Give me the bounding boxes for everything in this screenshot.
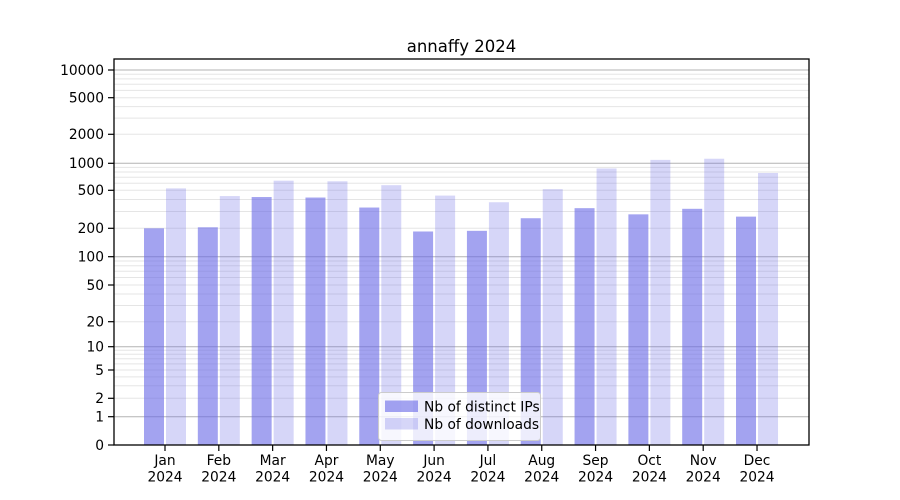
- bar-nb-of-distinct-ips-may: [359, 207, 380, 445]
- x-tick-label-year: 2024: [147, 470, 182, 486]
- series-nb-of-downloads: [166, 158, 779, 446]
- x-tick-label-month: Jan: [153, 453, 175, 469]
- x-tick-label-month: Mar: [260, 453, 286, 469]
- chart-title: annaffy 2024: [407, 37, 517, 56]
- x-tick-label-year: 2024: [739, 470, 774, 486]
- bar-nb-of-distinct-ips-jan: [144, 228, 164, 445]
- y-axis: 0 1 2 5 10 20 50 100 200 500 1000 2000 5000 10000: [60, 63, 114, 454]
- x-tick-label-year: 2024: [201, 470, 236, 486]
- x-tick-label-month: Jul: [479, 453, 497, 469]
- x-tick-label-month: Oct: [637, 453, 661, 469]
- legend: Nb of distinct IPs Nb of downloads: [378, 392, 541, 441]
- legend-label-distinct-ips: Nb of distinct IPs: [424, 400, 540, 416]
- bar-nb-of-downloads-may: [381, 185, 402, 445]
- bar-nb-of-downloads-sep: [596, 168, 617, 446]
- legend-swatch-distinct-ips: [385, 400, 418, 412]
- x-axis: Jan2024Feb2024Mar2024Apr2024May2024Jun20…: [147, 445, 775, 486]
- x-tick-label-year: 2024: [255, 470, 290, 486]
- plot-frame: [113, 58, 810, 446]
- y-tick-label: 10000: [60, 63, 104, 79]
- x-tick-label-year: 2024: [578, 470, 613, 486]
- bar-nb-of-distinct-ips-jun: [413, 231, 434, 445]
- x-tick-label-year: 2024: [686, 470, 721, 486]
- bar-nb-of-downloads-apr: [327, 181, 348, 446]
- bar-nb-of-distinct-ips-jul: [466, 230, 487, 445]
- y-tick-label: 500: [78, 183, 104, 199]
- x-tick-label-year: 2024: [632, 470, 667, 486]
- bar-nb-of-downloads-nov: [704, 158, 725, 445]
- y-tick-label: 10: [86, 340, 104, 356]
- y-tick-label: 2: [95, 391, 104, 407]
- bar-nb-of-downloads-dec: [758, 172, 779, 445]
- y-tick-label: 5000: [69, 91, 104, 107]
- x-tick-label-year: 2024: [470, 470, 505, 486]
- legend-swatch-downloads: [385, 418, 418, 430]
- bar-nb-of-downloads-jul: [488, 202, 509, 445]
- x-tick-label-month: Feb: [207, 453, 231, 469]
- series-nb-of-distinct-ips: [144, 197, 757, 445]
- y-tick-label: 100: [78, 250, 104, 266]
- bar-nb-of-distinct-ips-apr: [305, 197, 326, 445]
- bar-nb-of-downloads-jun: [435, 195, 456, 445]
- legend-box: [378, 392, 541, 441]
- bar-nb-of-distinct-ips-feb: [197, 227, 218, 445]
- y-tick-label: 1: [95, 410, 104, 426]
- y-tick-label: 1000: [69, 156, 104, 172]
- bar-nb-of-distinct-ips-oct: [628, 214, 649, 445]
- bar-nb-of-distinct-ips-mar: [251, 197, 272, 445]
- y-tick-label: 200: [78, 221, 104, 237]
- bar-nb-of-downloads-oct: [650, 159, 671, 445]
- legend-label-downloads: Nb of downloads: [424, 417, 539, 433]
- x-tick-label-month: Aug: [528, 453, 555, 469]
- y-tick-label: 50: [86, 278, 104, 294]
- x-tick-label-year: 2024: [524, 470, 559, 486]
- x-tick-label-year: 2024: [417, 470, 452, 486]
- bar-nb-of-downloads-aug: [542, 189, 563, 445]
- x-tick-label-month: Sep: [583, 453, 609, 469]
- x-tick-label-month: Apr: [315, 453, 339, 469]
- x-tick-label-month: May: [366, 453, 395, 469]
- y-tick-label: 20: [86, 315, 104, 331]
- x-tick-label-month: Nov: [690, 453, 717, 469]
- bar-nb-of-downloads-mar: [273, 180, 294, 445]
- x-tick-label-month: Dec: [744, 453, 771, 469]
- y-tick-label: 0: [95, 438, 104, 454]
- bar-nb-of-distinct-ips-nov: [682, 208, 703, 445]
- x-tick-label-year: 2024: [309, 470, 344, 486]
- x-tick-label-month: Jun: [422, 453, 445, 469]
- bar-nb-of-distinct-ips-aug: [520, 218, 541, 445]
- bar-nb-of-distinct-ips-sep: [574, 208, 595, 445]
- bar-nb-of-downloads-feb: [219, 196, 240, 445]
- y-tick-label: 2000: [69, 127, 104, 143]
- y-tick-label: 5: [95, 363, 104, 379]
- bar-series: [144, 158, 779, 446]
- bar-nb-of-distinct-ips-dec: [736, 216, 757, 445]
- x-tick-label-year: 2024: [363, 470, 398, 486]
- bar-nb-of-downloads-jan: [166, 188, 186, 446]
